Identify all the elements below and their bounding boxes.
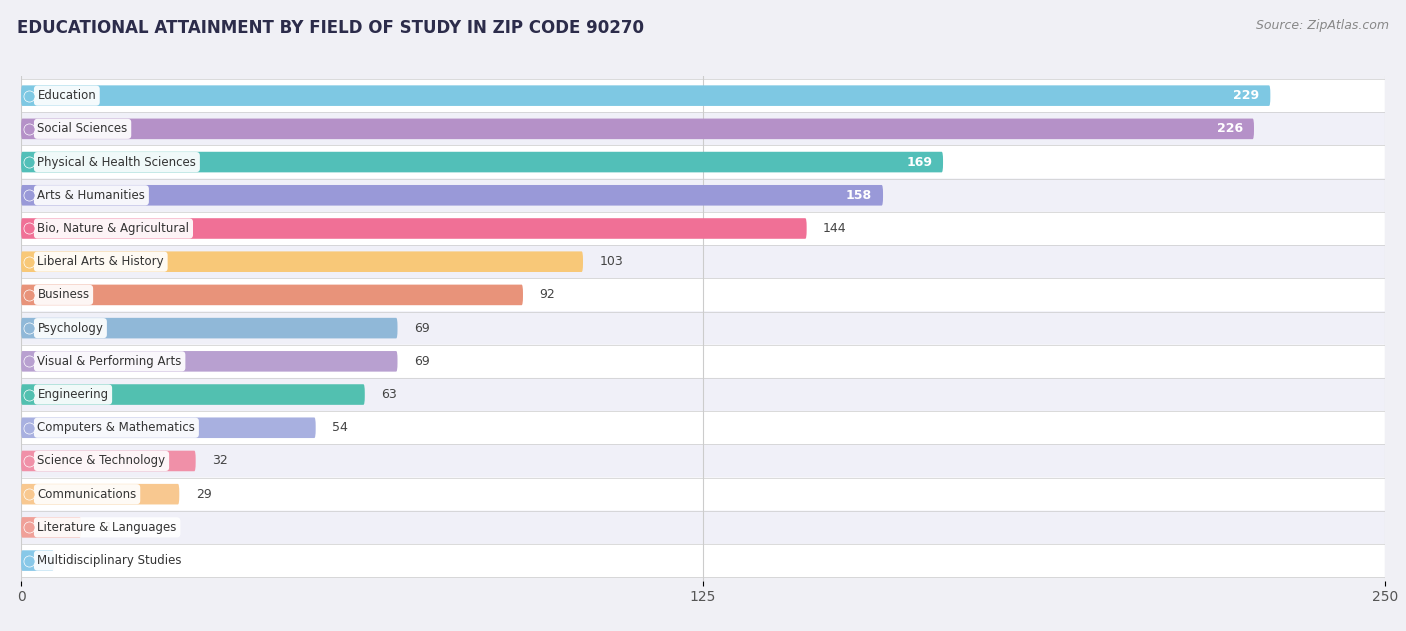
Text: 11: 11: [97, 521, 114, 534]
Text: Source: ZipAtlas.com: Source: ZipAtlas.com: [1256, 19, 1389, 32]
FancyBboxPatch shape: [21, 212, 1385, 245]
FancyBboxPatch shape: [21, 312, 1385, 345]
Text: Bio, Nature & Agricultural: Bio, Nature & Agricultural: [38, 222, 190, 235]
FancyBboxPatch shape: [21, 478, 1385, 510]
Text: 169: 169: [905, 156, 932, 168]
FancyBboxPatch shape: [21, 517, 82, 538]
FancyBboxPatch shape: [21, 345, 1385, 378]
FancyBboxPatch shape: [21, 378, 1385, 411]
Text: Social Sciences: Social Sciences: [38, 122, 128, 136]
Text: Multidisciplinary Studies: Multidisciplinary Studies: [38, 554, 181, 567]
FancyBboxPatch shape: [21, 451, 195, 471]
FancyBboxPatch shape: [21, 152, 943, 172]
Text: 29: 29: [195, 488, 211, 500]
Text: 54: 54: [332, 422, 347, 434]
Text: Psychology: Psychology: [38, 322, 103, 334]
Text: Arts & Humanities: Arts & Humanities: [38, 189, 145, 202]
Text: Liberal Arts & History: Liberal Arts & History: [38, 255, 165, 268]
FancyBboxPatch shape: [21, 218, 807, 239]
Text: 103: 103: [599, 255, 623, 268]
Text: 6: 6: [70, 554, 79, 567]
Text: Education: Education: [38, 89, 96, 102]
Text: Literature & Languages: Literature & Languages: [38, 521, 177, 534]
Text: 229: 229: [1233, 89, 1260, 102]
FancyBboxPatch shape: [21, 444, 1385, 478]
FancyBboxPatch shape: [21, 251, 583, 272]
Text: Visual & Performing Arts: Visual & Performing Arts: [38, 355, 181, 368]
Text: 226: 226: [1218, 122, 1243, 136]
FancyBboxPatch shape: [21, 179, 1385, 212]
FancyBboxPatch shape: [21, 411, 1385, 444]
FancyBboxPatch shape: [21, 544, 1385, 577]
Text: Science & Technology: Science & Technology: [38, 454, 166, 468]
FancyBboxPatch shape: [21, 146, 1385, 179]
Text: Engineering: Engineering: [38, 388, 108, 401]
FancyBboxPatch shape: [21, 484, 180, 504]
FancyBboxPatch shape: [21, 285, 523, 305]
FancyBboxPatch shape: [21, 278, 1385, 312]
FancyBboxPatch shape: [21, 510, 1385, 544]
FancyBboxPatch shape: [21, 418, 316, 438]
Text: 158: 158: [846, 189, 872, 202]
Text: Computers & Mathematics: Computers & Mathematics: [38, 422, 195, 434]
Text: Business: Business: [38, 288, 90, 302]
Text: 144: 144: [823, 222, 846, 235]
Text: 69: 69: [413, 322, 430, 334]
FancyBboxPatch shape: [21, 119, 1254, 139]
Text: 92: 92: [540, 288, 555, 302]
FancyBboxPatch shape: [21, 79, 1385, 112]
Text: 69: 69: [413, 355, 430, 368]
FancyBboxPatch shape: [21, 318, 398, 338]
Text: 32: 32: [212, 454, 228, 468]
FancyBboxPatch shape: [21, 351, 398, 372]
FancyBboxPatch shape: [21, 185, 883, 206]
FancyBboxPatch shape: [21, 112, 1385, 146]
FancyBboxPatch shape: [21, 550, 53, 571]
FancyBboxPatch shape: [21, 245, 1385, 278]
Text: Communications: Communications: [38, 488, 136, 500]
Text: Physical & Health Sciences: Physical & Health Sciences: [38, 156, 197, 168]
Text: EDUCATIONAL ATTAINMENT BY FIELD OF STUDY IN ZIP CODE 90270: EDUCATIONAL ATTAINMENT BY FIELD OF STUDY…: [17, 19, 644, 37]
FancyBboxPatch shape: [21, 85, 1271, 106]
FancyBboxPatch shape: [21, 384, 364, 405]
Text: 63: 63: [381, 388, 396, 401]
